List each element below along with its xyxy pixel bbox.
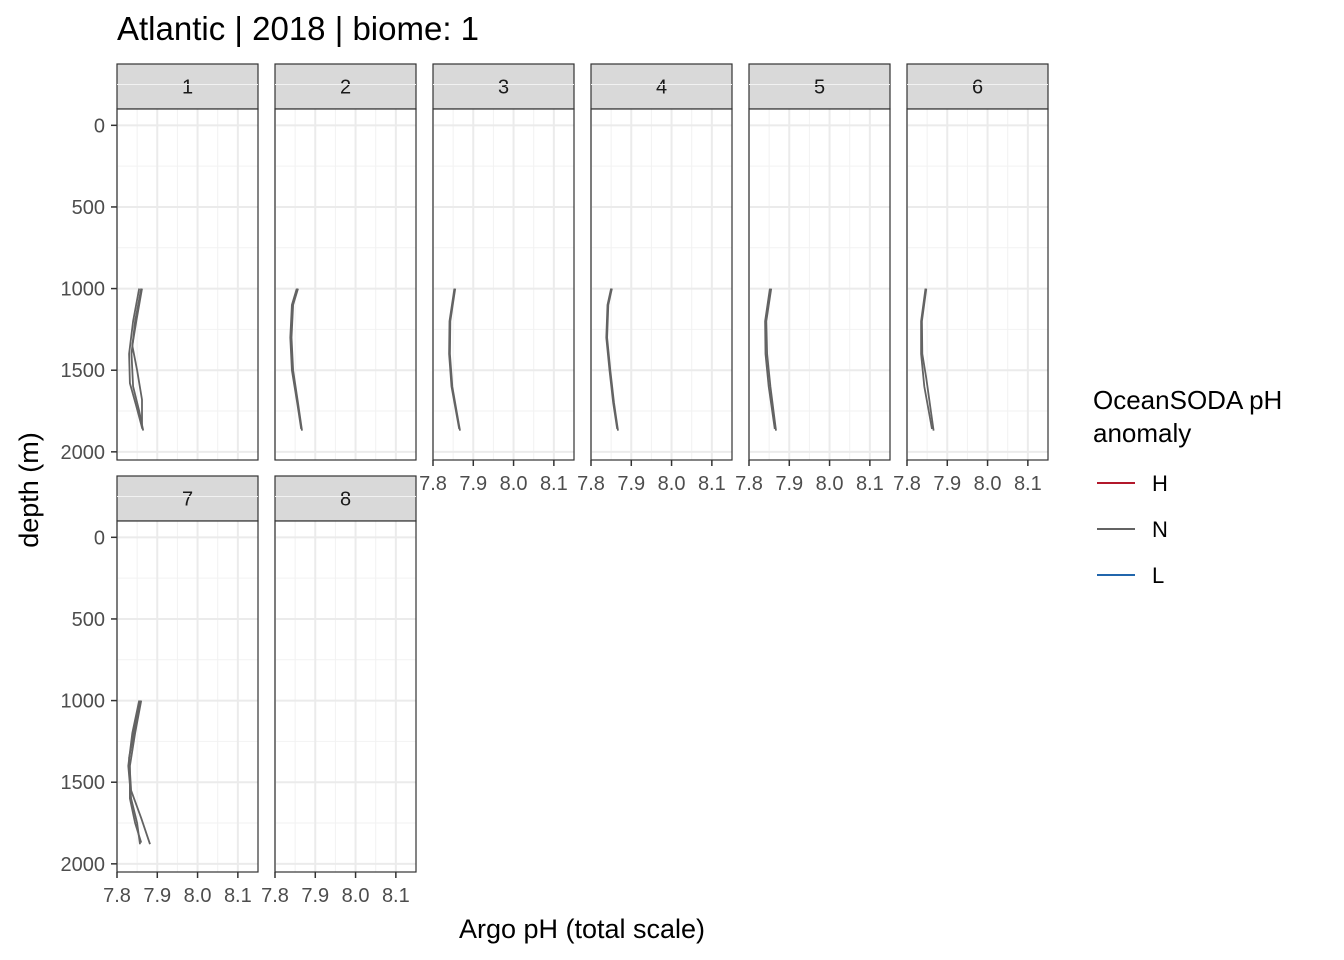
panel-border [274,108,417,461]
facet-panel-7: 7 0 500 1000 1500 2000 7.8 7.9 8.0 8.1 [61,475,259,907]
profile-line-N [448,288,461,430]
x-tick-label: 8.0 [500,473,528,495]
panel-border [274,520,417,873]
panel-background [433,109,574,460]
profile-line-N [765,288,777,431]
x-tick-label: 7.8 [577,473,605,495]
profile-line-N [920,288,933,430]
facet-strip-label: 1 [182,77,193,99]
x-axis-title: Argo pH (total scale) [459,914,705,944]
y-tick-label: 1000 [61,691,106,713]
panel-border [906,108,1049,461]
x-tick-label: 8.0 [658,473,686,495]
x-tick-label: 7.8 [261,885,289,907]
facet-panel-1: 1 0 500 1000 1500 2000 [61,63,259,464]
panel-border [116,108,259,461]
x-tick-label: 8.1 [224,885,252,907]
panel-background [749,109,890,460]
facet-panel-8: 8 7.8 7.9 8.0 8.1 [261,475,417,907]
facet-strip-label: 3 [498,77,509,99]
panel-background [275,521,416,872]
y-tick-label: 0 [94,115,105,137]
profile-line-N [128,700,151,845]
y-tick-label: 2000 [61,442,106,464]
profile-line-N [131,288,143,428]
profile-line-N [605,288,619,430]
y-tick-label: 1500 [61,360,106,382]
x-tick-label: 7.9 [775,473,803,495]
x-tick-label: 8.0 [816,473,844,495]
x-tick-label: 7.8 [735,473,763,495]
facet-strip-label: 8 [340,489,351,511]
x-tick-label: 7.8 [103,885,131,907]
facet-strip-label: 6 [972,77,983,99]
y-tick-label: 500 [72,197,105,219]
x-tick-label: 7.8 [419,473,447,495]
facet-panel-3: 3 7.8 7.9 8.0 8.1 [419,63,575,495]
y-tick-label: 1500 [61,772,106,794]
x-tick-label: 7.8 [893,473,921,495]
x-tick-label: 8.1 [698,473,726,495]
profile-line-N [128,288,144,430]
y-tick-label: 2000 [61,854,106,876]
y-tick-label: 0 [94,527,105,549]
panel-border [590,108,733,461]
x-tick-label: 7.9 [459,473,487,495]
x-tick-label: 8.1 [382,885,410,907]
facet-strip-label: 5 [814,77,825,99]
x-tick-label: 7.9 [143,885,171,907]
panel-background [591,109,732,460]
chart-title: Atlantic | 2018 | biome: 1 [117,10,479,47]
legend-title: OceanSODA pH [1093,385,1282,415]
x-tick-label: 7.9 [301,885,329,907]
panel-border [748,108,891,461]
facet-strip [116,63,259,110]
facet-strip-label: 4 [656,77,667,99]
facet-strip [748,63,891,110]
profile-line-N [130,288,145,431]
facet-panel-2: 2 [274,63,417,461]
facet-strip-label: 2 [340,77,351,99]
panel-background [907,109,1048,460]
x-tick-label: 7.9 [933,473,961,495]
facet-panel-5: 5 7.8 7.9 8.0 8.1 [735,63,891,495]
panel-background [275,109,416,460]
x-tick-label: 7.9 [617,473,645,495]
panel-background [117,521,258,872]
x-tick-label: 8.0 [974,473,1002,495]
panel-background [117,109,258,460]
y-axis-title: depth (m) [14,432,44,548]
panel-border [116,520,259,873]
facet-panel-6: 6 7.8 7.9 8.0 8.1 [893,63,1049,495]
x-tick-label: 8.1 [540,473,568,495]
facet-panel-4: 4 7.8 7.9 8.0 8.1 [577,63,733,495]
legend-label-L: L [1152,563,1164,588]
y-tick-label: 500 [72,609,105,631]
legend-label-N: N [1152,517,1168,542]
profile-line-N [289,288,303,430]
facet-strip [432,63,575,110]
facet-strip [590,63,733,110]
profile-line-N [764,288,776,430]
x-tick-label: 8.1 [1014,473,1042,495]
facet-panels: 1 0 500 1000 1500 2000 2 3 7.8 7.9 8.0 8.1 4 7.8 7.9 8.… [61,63,1049,907]
x-tick-label: 8.0 [184,885,212,907]
panel-border [432,108,575,461]
x-tick-label: 8.1 [856,473,884,495]
legend-title: anomaly [1093,418,1191,448]
y-tick-label: 1000 [61,279,106,301]
x-tick-label: 8.0 [342,885,370,907]
facet-strip-label: 7 [182,489,193,511]
legend-label-H: H [1152,471,1168,496]
